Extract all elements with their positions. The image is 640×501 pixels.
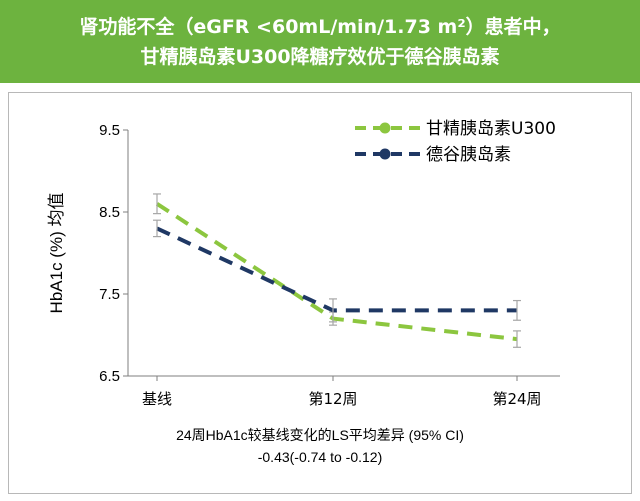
series-marks: [153, 193, 521, 348]
series-line-2: [156, 226, 517, 313]
legend-marker-1: [379, 122, 391, 134]
y-tick-label: 8.5: [99, 204, 120, 221]
y-tick-label: 6.5: [99, 368, 120, 385]
title-line-2: 甘精胰岛素U300降糖疗效优于德谷胰岛素: [140, 45, 500, 68]
title-line-1: 肾功能不全（eGFR <60mL/min/1.73 m²）患者中，: [79, 15, 561, 38]
legend-label-1: 甘精胰岛素U300: [426, 119, 556, 139]
tick-labels: 6.5 7.5 8.5 9.5 基线 第12周 第24周: [99, 122, 541, 408]
legend-label-2: 德谷胰岛素: [426, 145, 511, 165]
x-tick-label: 第12周: [308, 390, 357, 408]
legend-marker-2: [379, 148, 391, 160]
footer-line-1: 24周HbA1c较基线变化的LS平均差异 (95% CI): [176, 427, 464, 443]
axes: [123, 129, 560, 381]
chart-panel: [8, 92, 632, 494]
legend: 甘精胰岛素U300 德谷胰岛素: [355, 119, 556, 165]
series-line-1: [155, 202, 518, 342]
title-banner: 肾功能不全（eGFR <60mL/min/1.73 m²）患者中， 甘精胰岛素U…: [0, 0, 640, 83]
footer-line-2: -0.43(-0.74 to -0.12): [257, 449, 383, 465]
y-tick-label: 7.5: [99, 286, 120, 303]
footer-note: 24周HbA1c较基线变化的LS平均差异 (95% CI) -0.43(-0.7…: [0, 424, 640, 468]
y-axis-label: HbA1c (%) 均值: [47, 193, 66, 314]
y-tick-label: 9.5: [99, 122, 120, 139]
x-tick-label: 基线: [142, 390, 172, 408]
x-tick-label: 第24周: [492, 390, 541, 408]
